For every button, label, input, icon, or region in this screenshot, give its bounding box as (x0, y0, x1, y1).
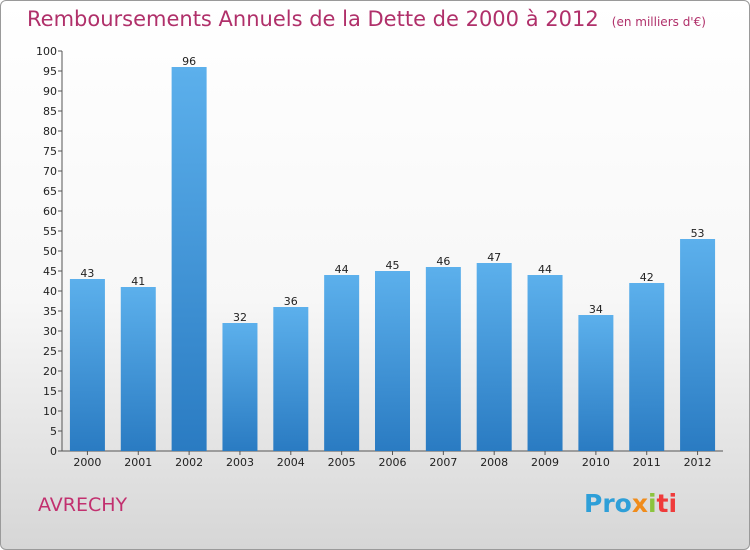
bar (476, 263, 512, 451)
x-tick-label: 2000 (73, 456, 101, 469)
bar (425, 267, 461, 451)
data-label: 96 (182, 55, 196, 68)
bar (171, 67, 207, 451)
y-tick-label: 35 (43, 305, 57, 318)
data-label: 42 (640, 271, 654, 284)
data-label: 44 (538, 263, 552, 276)
y-tick-label: 55 (43, 225, 57, 238)
x-tick-label: 2001 (124, 456, 152, 469)
chart-axes: 0 5 10 15 20 25 30 35 40 45 50 55 60 65 70 75 80 85 90 95 10… (36, 45, 723, 458)
bar (273, 307, 309, 451)
data-label: 53 (691, 227, 705, 240)
data-label: 32 (233, 311, 247, 324)
data-label: 43 (80, 267, 94, 280)
chart-title-main: Remboursements Annuels de la Dette de 20… (27, 7, 599, 31)
bar (629, 283, 665, 451)
proxiti-logo: Proxiti (584, 489, 677, 518)
y-tick-label: 5 (50, 425, 57, 438)
y-tick-label: 95 (43, 65, 57, 78)
chart-title-unit: (en milliers d'€) (611, 15, 706, 29)
bar (324, 275, 360, 451)
y-tick-label: 10 (43, 405, 57, 418)
y-tick-label: 60 (43, 205, 57, 218)
chart-labels: 2000 43 2001 41 2002 96 2003 32 2004 36 2005 44 2006… (73, 55, 711, 469)
y-tick-label: 100 (36, 45, 57, 58)
y-tick-label: 30 (43, 325, 57, 338)
logo-part-4: ti (656, 489, 678, 518)
y-tick-label: 90 (43, 85, 57, 98)
logo-part-3: i (647, 489, 657, 518)
data-label: 41 (131, 275, 145, 288)
data-label: 45 (386, 259, 400, 272)
data-label: 34 (589, 303, 603, 316)
x-tick-label: 2002 (175, 456, 203, 469)
y-tick-label: 45 (43, 265, 57, 278)
y-tick-label: 70 (43, 165, 57, 178)
logo-part-1: Pro (584, 489, 632, 518)
x-tick-label: 2010 (582, 456, 610, 469)
data-label: 46 (436, 255, 450, 268)
data-label: 44 (335, 263, 349, 276)
y-tick-label: 15 (43, 385, 57, 398)
y-tick-label: 40 (43, 285, 57, 298)
y-tick-label: 85 (43, 105, 57, 118)
x-tick-label: 2009 (531, 456, 559, 469)
x-tick-label: 2006 (379, 456, 407, 469)
x-tick-label: 2012 (684, 456, 712, 469)
chart-bars (69, 67, 716, 451)
x-tick-label: 2005 (328, 456, 356, 469)
bar (222, 323, 258, 451)
bar (375, 271, 410, 451)
x-tick-label: 2008 (480, 456, 508, 469)
bar (120, 287, 156, 451)
y-tick-label: 75 (43, 145, 57, 158)
bar (527, 275, 563, 451)
y-tick-label: 25 (43, 345, 57, 358)
y-tick-label: 0 (50, 445, 57, 458)
y-tick-label: 80 (43, 125, 57, 138)
logo-part-2: x (631, 489, 648, 518)
x-tick-label: 2011 (633, 456, 661, 469)
chart-title: Remboursements Annuels de la Dette de 20… (27, 7, 706, 31)
y-tick-label: 50 (43, 245, 57, 258)
commune-name: AVRECHY (38, 494, 128, 516)
bar (578, 315, 614, 451)
bar (680, 239, 716, 451)
x-tick-label: 2004 (277, 456, 305, 469)
data-label: 47 (487, 251, 501, 264)
x-tick-label: 2003 (226, 456, 254, 469)
x-tick-label: 2007 (429, 456, 457, 469)
y-tick-label: 65 (43, 185, 57, 198)
y-tick-label: 20 (43, 365, 57, 378)
data-label: 36 (284, 295, 298, 308)
bar (69, 279, 105, 451)
